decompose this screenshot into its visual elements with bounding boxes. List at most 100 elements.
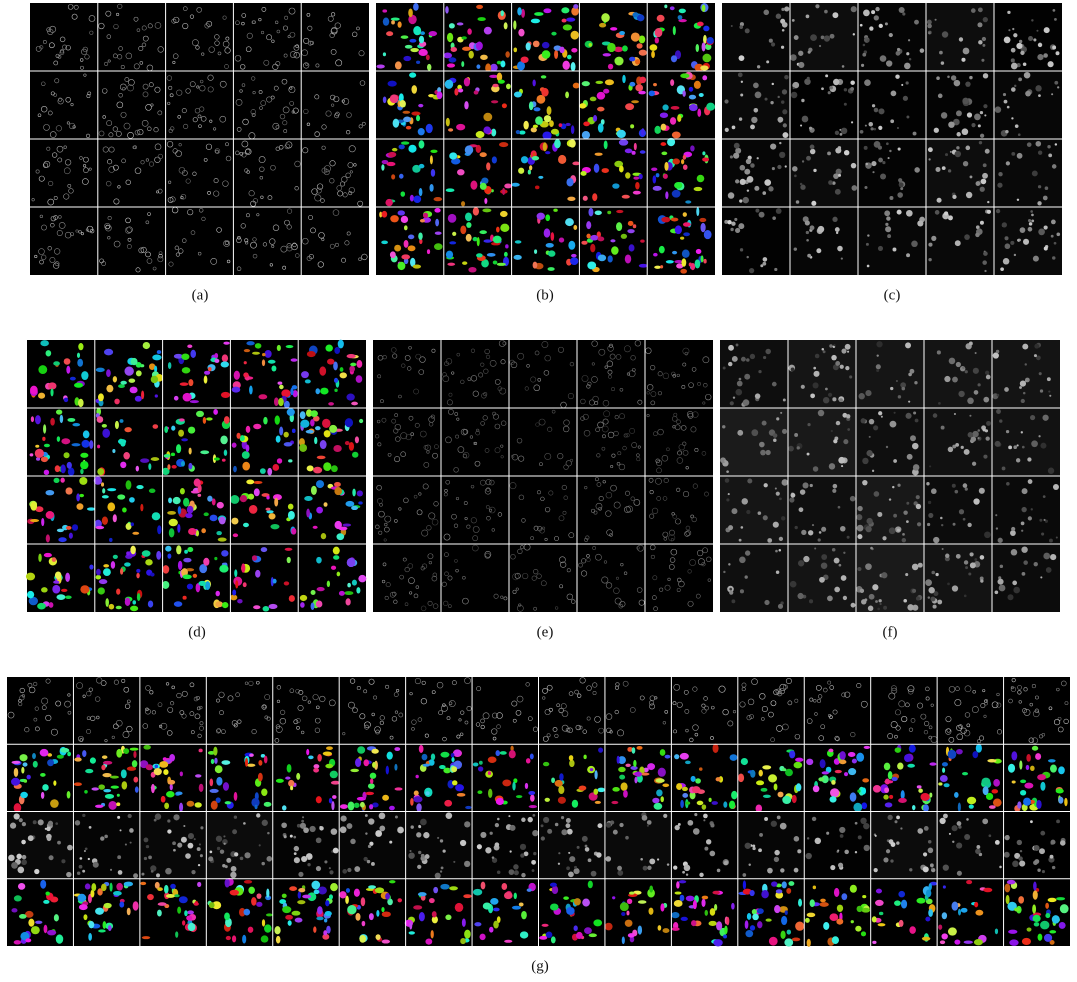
tile bbox=[163, 340, 231, 408]
cell-mask bbox=[408, 235, 414, 240]
nucleus bbox=[999, 419, 1002, 422]
nucleus bbox=[878, 599, 881, 602]
cell-mask bbox=[954, 792, 959, 798]
cell-mask bbox=[782, 881, 787, 888]
cell-mask bbox=[975, 910, 983, 916]
cell-mask bbox=[204, 376, 208, 384]
cell-mask bbox=[388, 152, 396, 157]
cell-mask bbox=[511, 183, 520, 187]
nucleus bbox=[864, 146, 868, 150]
cell-mask bbox=[221, 550, 228, 557]
cell-mask bbox=[382, 940, 390, 944]
cell-mask bbox=[563, 24, 572, 30]
cell-mask bbox=[300, 602, 305, 608]
nucleus bbox=[61, 859, 65, 863]
cell-mask bbox=[521, 56, 529, 63]
nucleus bbox=[754, 186, 759, 191]
nucleus bbox=[996, 409, 1001, 414]
cell-mask bbox=[274, 926, 280, 934]
cell-mask bbox=[416, 115, 420, 121]
nucleus bbox=[1022, 572, 1026, 576]
nucleus bbox=[808, 530, 813, 535]
cell-mask bbox=[892, 777, 898, 781]
cell-mask bbox=[972, 751, 978, 758]
cell-mask bbox=[315, 426, 321, 430]
nucleus bbox=[533, 852, 536, 855]
cell-mask bbox=[189, 448, 192, 455]
nucleus bbox=[999, 585, 1006, 592]
cell-mask bbox=[394, 245, 401, 252]
cell-mask bbox=[204, 371, 210, 375]
cell-mask bbox=[457, 22, 464, 25]
cell-mask bbox=[429, 898, 435, 903]
nucleus bbox=[900, 827, 902, 829]
cell-mask bbox=[340, 804, 348, 809]
nucleus bbox=[1006, 161, 1010, 165]
nucleus bbox=[1005, 835, 1010, 840]
nucleus bbox=[758, 848, 762, 852]
tile bbox=[30, 139, 98, 207]
cell-mask bbox=[204, 512, 209, 516]
nucleus bbox=[897, 210, 902, 215]
nucleus bbox=[79, 865, 83, 869]
cell-mask bbox=[136, 573, 139, 579]
cell-mask bbox=[446, 251, 453, 259]
cell-mask bbox=[462, 47, 471, 51]
cell-mask bbox=[230, 495, 239, 504]
cell-mask bbox=[942, 768, 945, 773]
nucleus bbox=[1016, 458, 1020, 462]
cell-mask bbox=[885, 802, 893, 807]
cell-mask bbox=[567, 197, 575, 201]
cell-mask bbox=[448, 128, 453, 131]
nucleus bbox=[996, 209, 1000, 213]
panel-caption: (g) bbox=[531, 958, 549, 974]
nucleus bbox=[729, 591, 733, 595]
cell-mask bbox=[276, 779, 284, 783]
cell-mask bbox=[493, 908, 500, 912]
cell-mask bbox=[103, 568, 111, 576]
nucleus bbox=[1002, 222, 1007, 227]
cell-mask bbox=[215, 765, 223, 773]
cell-mask bbox=[1019, 760, 1022, 769]
cell-mask bbox=[616, 210, 623, 213]
cell-mask bbox=[912, 805, 915, 810]
cell-mask bbox=[325, 900, 329, 906]
nucleus bbox=[947, 583, 950, 586]
nucleus bbox=[85, 847, 88, 850]
nucleus bbox=[952, 825, 958, 831]
nucleus bbox=[897, 48, 900, 51]
cell-mask bbox=[96, 526, 105, 529]
cell-mask bbox=[543, 762, 549, 766]
nucleus bbox=[294, 846, 299, 851]
nucleus bbox=[440, 870, 442, 872]
cell-mask bbox=[515, 240, 522, 243]
cell-mask bbox=[680, 73, 689, 78]
cell-mask bbox=[102, 424, 107, 428]
cell-mask bbox=[1032, 904, 1036, 913]
cell-mask bbox=[188, 427, 195, 434]
nucleus bbox=[784, 75, 788, 79]
nucleus bbox=[643, 866, 648, 871]
cell-mask bbox=[274, 498, 278, 507]
nucleus bbox=[739, 539, 742, 542]
panel-caption: (c) bbox=[884, 287, 901, 303]
cell-mask bbox=[597, 788, 605, 793]
nucleus bbox=[1055, 143, 1057, 145]
cell-mask bbox=[320, 388, 328, 395]
nucleus bbox=[807, 423, 810, 426]
cell-mask bbox=[583, 755, 586, 760]
cell-mask bbox=[375, 887, 384, 893]
tile bbox=[509, 340, 577, 408]
nucleus bbox=[726, 470, 729, 473]
cell-mask bbox=[311, 486, 317, 495]
nucleus bbox=[780, 412, 782, 414]
cell-mask bbox=[661, 152, 667, 156]
cell-mask bbox=[590, 768, 594, 771]
cell-mask bbox=[174, 894, 179, 897]
cell-mask bbox=[115, 421, 119, 429]
cell-mask bbox=[451, 753, 455, 758]
cell-mask bbox=[419, 912, 425, 921]
tile bbox=[230, 476, 298, 544]
cell-mask bbox=[278, 382, 283, 385]
nucleus bbox=[1052, 164, 1057, 169]
